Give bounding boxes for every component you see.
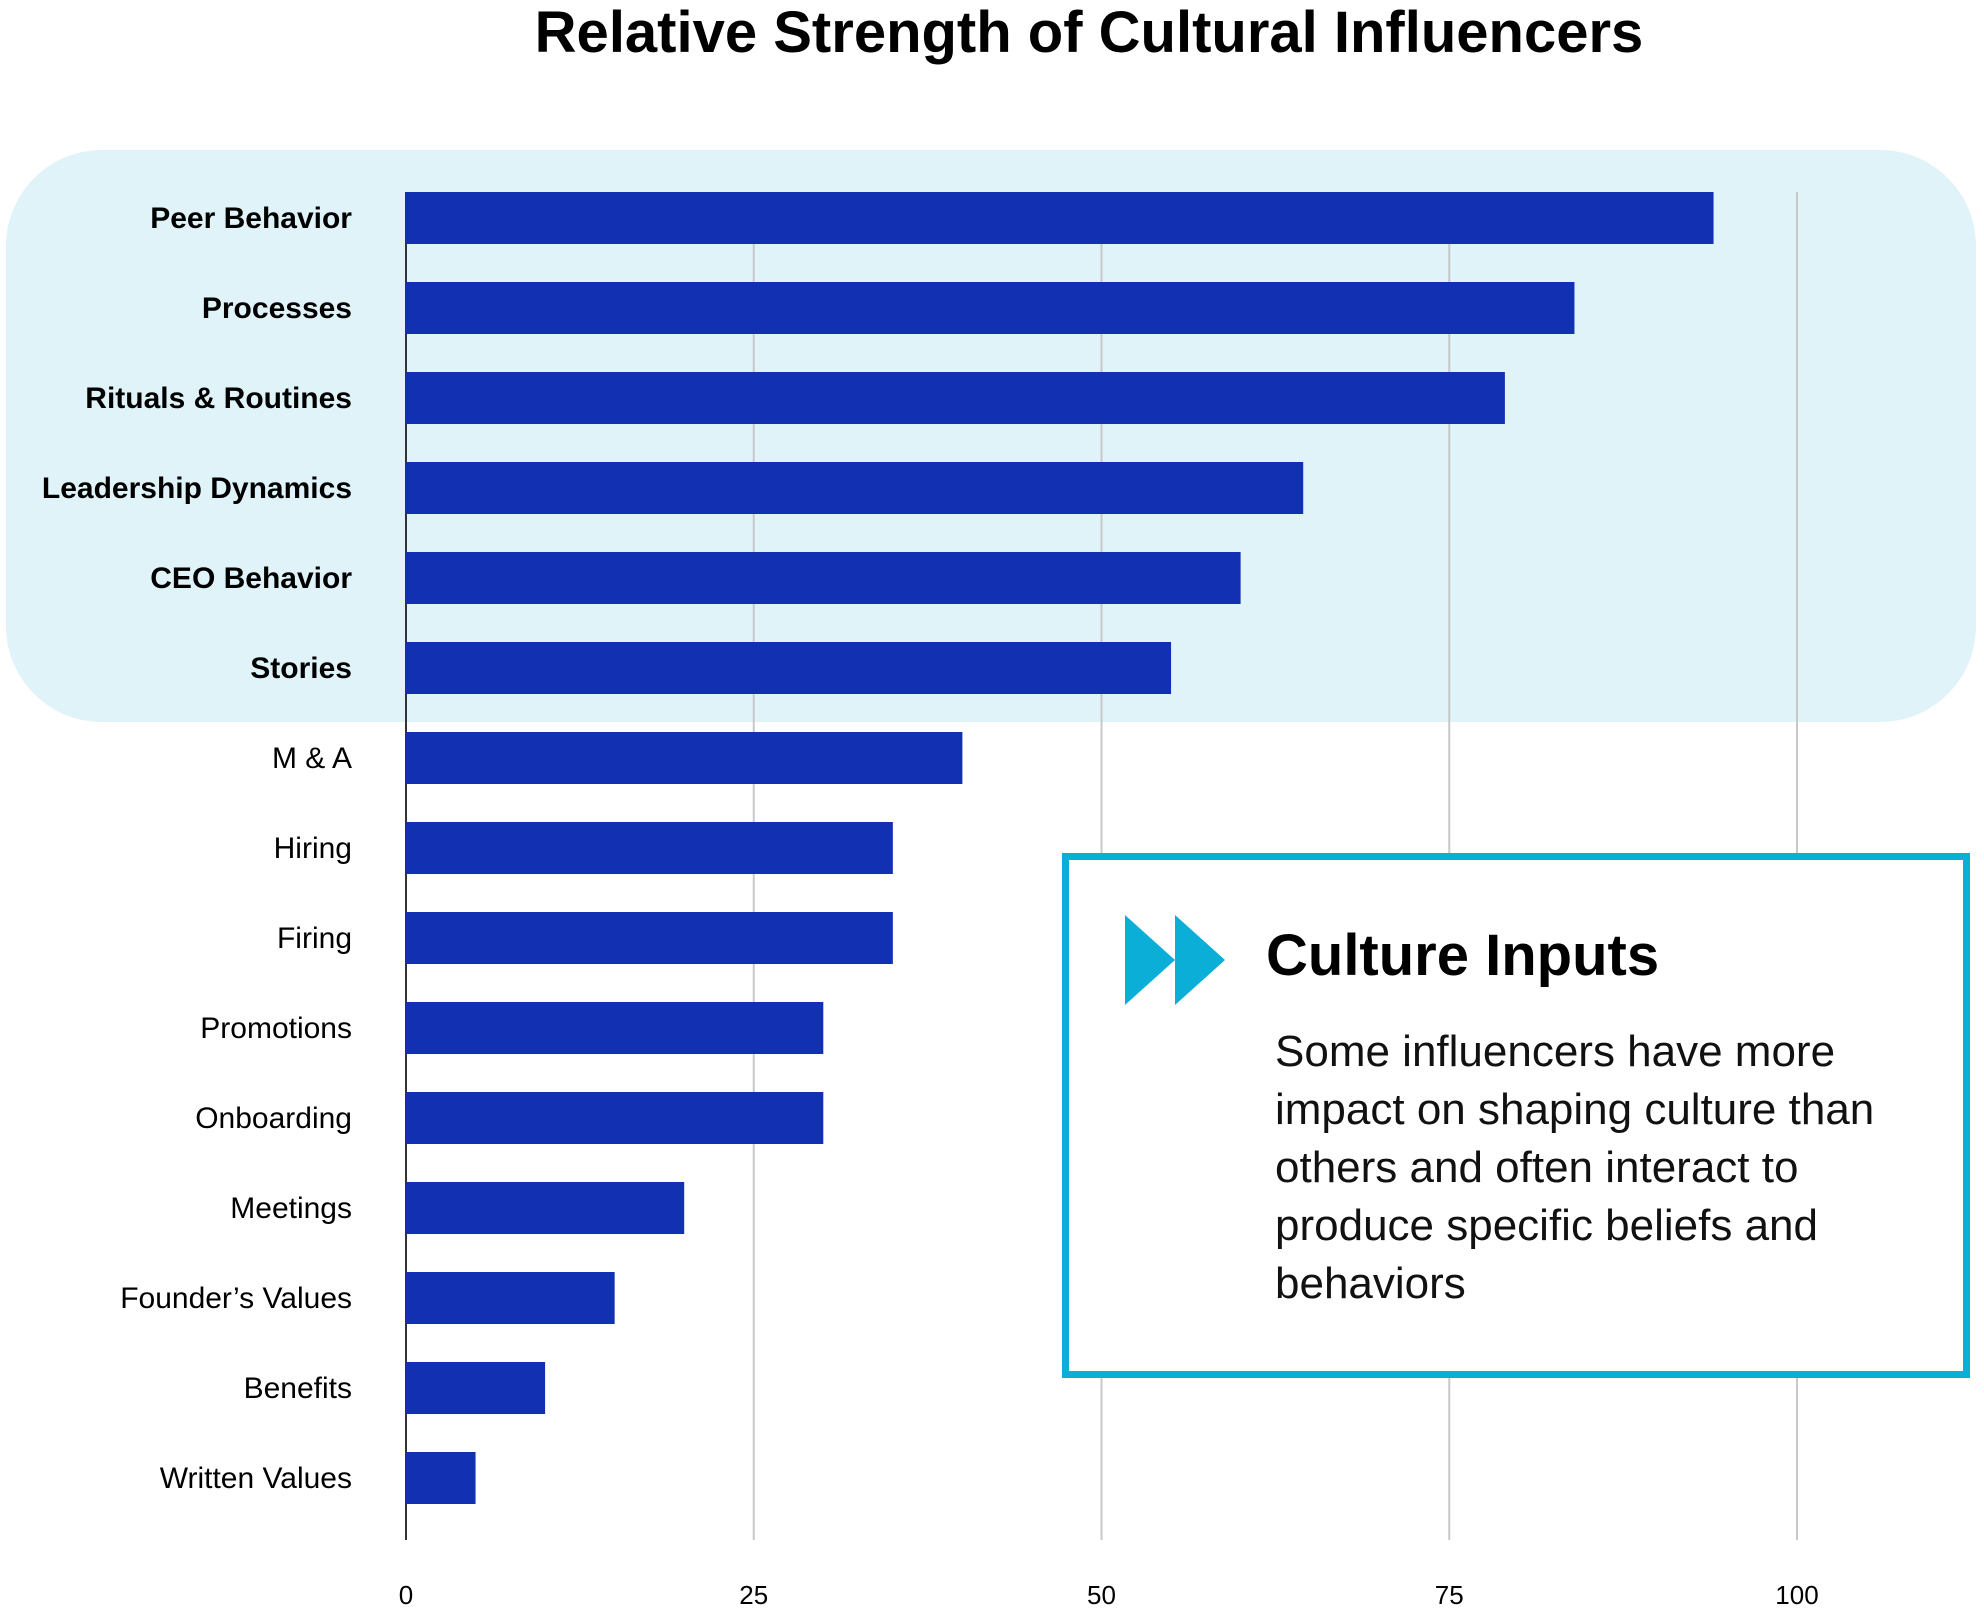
category-label: M & A bbox=[272, 742, 352, 775]
x-tick-label: 75 bbox=[1435, 1580, 1464, 1610]
bar bbox=[406, 912, 893, 964]
bar bbox=[406, 1092, 824, 1144]
x-tick-label: 100 bbox=[1775, 1580, 1818, 1610]
category-label: Founder’s Values bbox=[120, 1282, 352, 1315]
bar bbox=[406, 192, 1714, 244]
bar bbox=[406, 1002, 824, 1054]
category-label: Peer Behavior bbox=[150, 202, 352, 235]
bar bbox=[406, 822, 893, 874]
category-label: Onboarding bbox=[195, 1102, 352, 1135]
bar bbox=[406, 462, 1304, 514]
bar bbox=[406, 732, 963, 784]
bar bbox=[406, 372, 1505, 424]
category-label: Stories bbox=[250, 652, 352, 685]
bar bbox=[406, 282, 1575, 334]
category-label: Promotions bbox=[200, 1012, 352, 1045]
category-label: Benefits bbox=[244, 1372, 352, 1405]
category-label: Processes bbox=[202, 292, 352, 325]
culture-inputs-callout: Culture Inputs Some influencers have mor… bbox=[1062, 853, 1970, 1378]
category-label: Meetings bbox=[230, 1192, 352, 1225]
callout-heading: Culture Inputs bbox=[1266, 923, 1660, 988]
x-tick-label: 25 bbox=[739, 1580, 768, 1610]
bar bbox=[406, 1182, 685, 1234]
fast-forward-icon bbox=[1125, 915, 1225, 1005]
category-label: Rituals & Routines bbox=[85, 382, 352, 415]
bar bbox=[406, 642, 1172, 694]
bar bbox=[406, 1362, 546, 1414]
category-label: CEO Behavior bbox=[150, 562, 352, 595]
category-label: Written Values bbox=[160, 1462, 352, 1495]
category-label: Leadership Dynamics bbox=[42, 472, 352, 505]
category-label: Firing bbox=[277, 922, 352, 955]
bar bbox=[406, 1272, 615, 1324]
callout-body: Some influencers have more impact on sha… bbox=[1275, 1027, 1875, 1308]
bar bbox=[406, 552, 1241, 604]
x-tick-label: 50 bbox=[1087, 1580, 1116, 1610]
category-label: Hiring bbox=[274, 832, 352, 865]
x-tick-label: 0 bbox=[399, 1580, 413, 1610]
chart-title: Relative Strength of Cultural Influencer… bbox=[535, 0, 1644, 65]
bar bbox=[406, 1452, 476, 1504]
